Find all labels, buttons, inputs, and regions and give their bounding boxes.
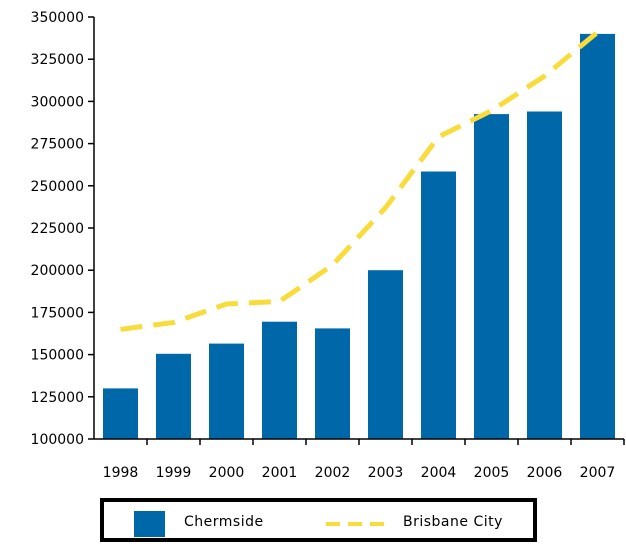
legend-dash-1	[326, 522, 340, 526]
line-series-brisbane-city	[120, 30, 600, 332]
bar-2005	[474, 114, 509, 439]
y-axis-ticks: 100000 125000 150000 175000 200000 225000 2500…	[31, 10, 94, 448]
x-tick-label-1999: 1999	[156, 465, 192, 481]
y-tick-label: 175000	[31, 305, 84, 321]
y-tick-label: 350000	[31, 10, 84, 26]
bar-2004	[421, 171, 456, 439]
legend-label-chermside: Chermside	[184, 514, 264, 530]
y-tick-label: 125000	[31, 390, 84, 406]
bar-2006	[527, 111, 562, 439]
y-tick-label: 300000	[31, 94, 84, 110]
y-tick-label: 250000	[31, 179, 84, 195]
y-tick-label: 325000	[31, 52, 84, 68]
x-tick-label-2005: 2005	[474, 465, 510, 481]
x-axis-ticks: 1998 1999 2000 2001 2002 2003 2004 2005 2006 2007	[103, 439, 625, 481]
x-tick-label-2007: 2007	[580, 465, 616, 481]
y-tick-label: 200000	[31, 263, 84, 279]
bar-2002	[315, 328, 350, 439]
x-tick-label-2000: 2000	[209, 465, 245, 481]
x-tick-label-2001: 2001	[262, 465, 298, 481]
bar-2000	[209, 343, 244, 439]
bar-series-chermside	[103, 33, 615, 440]
bar-2001	[262, 321, 297, 439]
legend-dash-3	[370, 522, 384, 526]
legend-swatch-chermside	[134, 511, 165, 537]
y-tick-label: 100000	[31, 432, 84, 448]
y-tick-label: 275000	[31, 137, 84, 153]
y-tick-label: 225000	[31, 221, 84, 237]
x-tick-label-2003: 2003	[368, 465, 404, 481]
chart-area: 100000 125000 150000 175000 200000 225000 2500…	[31, 10, 625, 481]
bar-2007	[580, 33, 615, 440]
y-tick-label: 150000	[31, 348, 84, 364]
legend-dash-2	[348, 522, 362, 526]
legend: Chermside Brisbane City	[100, 498, 537, 542]
bar-1998	[103, 388, 138, 439]
x-tick-label-2002: 2002	[315, 465, 351, 481]
legend-label-brisbane-city: Brisbane City	[403, 514, 503, 530]
x-tick-label-2004: 2004	[421, 465, 457, 481]
bar-2003	[368, 270, 403, 439]
x-tick-label-1998: 1998	[103, 465, 139, 481]
bar-1999	[156, 353, 191, 439]
x-tick-label-2006: 2006	[527, 465, 563, 481]
